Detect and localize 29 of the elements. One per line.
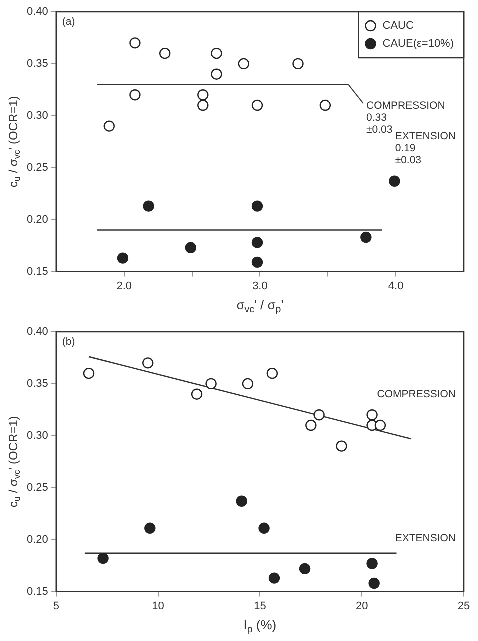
y-axis-title: cu / σvc' (OCR=1)	[6, 96, 22, 188]
annotation: EXTENSION 0.19 ±0.03	[395, 130, 456, 167]
x-tick-label: 25	[458, 600, 470, 612]
annotation: EXTENSION	[395, 532, 456, 544]
y-tick-label: 0.35	[26, 58, 48, 70]
legend-label: CAUC	[382, 20, 414, 32]
y-tick-label: 0.20	[26, 534, 48, 546]
y-tick-label: 0.30	[26, 430, 48, 442]
x-tick-label: 15	[254, 600, 266, 612]
y-tick-label: 0.15	[26, 586, 48, 598]
legend-label: CAUE(ε=10%)	[382, 38, 454, 50]
y-tick-label: 0.15	[26, 266, 48, 278]
y-tick-label: 0.25	[26, 162, 48, 174]
x-tick-label: 10	[152, 600, 164, 612]
annotation: (b)	[62, 336, 76, 348]
x-tick-label: 2.0	[116, 280, 132, 292]
y-axis-title: cu / σvc' (OCR=1)	[6, 416, 22, 508]
annotation: (a)	[62, 16, 76, 28]
annotation: COMPRESSION	[377, 388, 456, 400]
y-tick-label: 0.25	[26, 482, 48, 494]
x-tick-label: 4.0	[388, 280, 404, 292]
y-tick-label: 0.20	[26, 214, 48, 226]
y-tick-label: 0.40	[26, 6, 48, 18]
x-tick-label: 3.0	[252, 280, 268, 292]
x-tick-label: 20	[356, 600, 368, 612]
y-tick-label: 0.35	[26, 378, 48, 390]
y-tick-label: 0.30	[26, 110, 48, 122]
x-tick-label: 5	[53, 600, 60, 612]
y-tick-label: 0.40	[26, 326, 48, 338]
